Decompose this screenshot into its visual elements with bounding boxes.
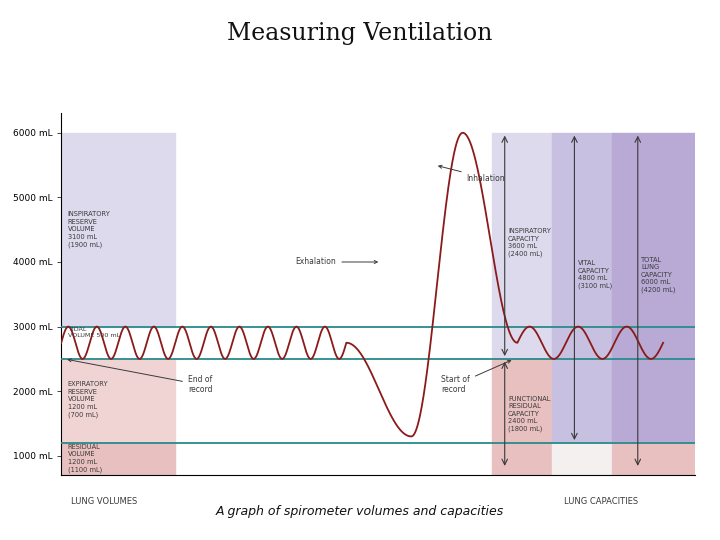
Bar [61,133,175,327]
Text: Exhalation: Exhalation [296,258,377,267]
Text: VITAL
CAPACITY
4800 mL
(3100 mL): VITAL CAPACITY 4800 mL (3100 mL) [577,260,612,289]
Text: EXPIRATORY
RESERVE
VOLUME
1200 mL
(700 mL): EXPIRATORY RESERVE VOLUME 1200 mL (700 m… [68,381,108,418]
Text: FUNCTIONAL
RESIDUAL
CAPACITY
2400 mL
(1800 mL): FUNCTIONAL RESIDUAL CAPACITY 2400 mL (18… [508,396,550,432]
Text: TIDAL
VOLUME 500 mL: TIDAL VOLUME 500 mL [68,327,120,338]
Bar [613,133,695,443]
Bar [613,443,695,475]
Text: Measuring Ventilation: Measuring Ventilation [228,22,492,45]
Text: A graph of spirometer volumes and capacities: A graph of spirometer volumes and capaci… [216,505,504,518]
Bar [61,359,175,443]
Text: End of
record: End of record [68,359,212,394]
Bar [61,443,175,475]
Bar [552,443,613,475]
Text: INSPIRATORY
CAPACITY
3600 mL
(2400 mL): INSPIRATORY CAPACITY 3600 mL (2400 mL) [508,228,551,257]
Text: Start of
record: Start of record [441,360,510,394]
Text: LUNG VOLUMES: LUNG VOLUMES [71,497,138,506]
Text: LUNG CAPACITIES: LUNG CAPACITIES [564,497,638,506]
Text: INSPIRATORY
RESERVE
VOLUME
3100 mL
(1900 mL): INSPIRATORY RESERVE VOLUME 3100 mL (1900… [68,212,110,248]
Text: RESIDUAL
VOLUME
1200 mL
(1100 mL): RESIDUAL VOLUME 1200 mL (1100 mL) [68,444,102,473]
Text: Inhalation: Inhalation [438,165,505,183]
Bar [492,359,552,475]
Bar [552,133,613,443]
Bar [492,133,552,359]
Text: TOTAL
LUNG
CAPACITY
6000 mL
(4200 mL): TOTAL LUNG CAPACITY 6000 mL (4200 mL) [641,256,675,293]
